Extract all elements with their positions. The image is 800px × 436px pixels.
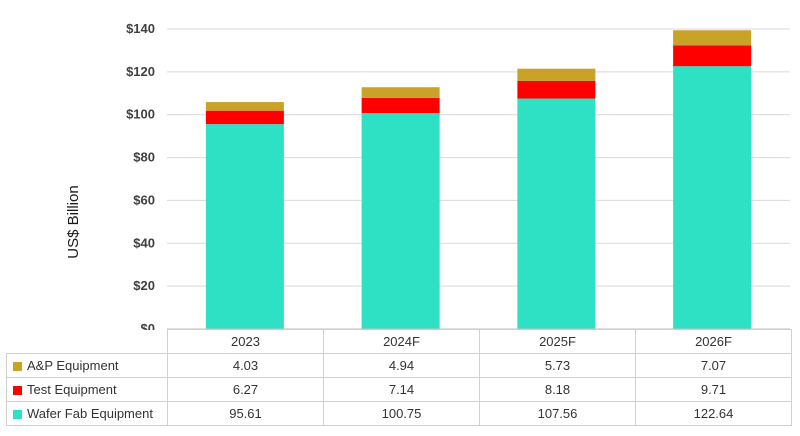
data-label: 107.56: [479, 401, 636, 426]
bar-segment: [673, 45, 752, 67]
data-label: 100.75: [323, 401, 480, 426]
category-label: 2023: [167, 329, 324, 354]
data-label: 122.64: [635, 401, 792, 426]
y-tick-label: $60: [133, 192, 155, 207]
bar-segment: [361, 113, 440, 329]
bar-segment: [205, 110, 284, 125]
series-name: Test Equipment: [27, 382, 117, 397]
bar-segment: [205, 124, 284, 329]
data-label: 8.18: [479, 377, 636, 402]
stacked-bar-chart: $0 $20 $40 $60 $80 $100 $120 $140 US$ Billion: [65, 21, 790, 330]
bar-segment: [517, 68, 596, 81]
bar-segment: [517, 80, 596, 99]
series-name: A&P Equipment: [27, 358, 119, 373]
data-table-row-ap: A&P Equipment 4.03 4.94 5.73 7.07: [6, 353, 792, 378]
legend-swatch-wafer-fab: [13, 410, 22, 420]
data-label: 6.27: [167, 377, 324, 402]
y-tick-label: $80: [133, 150, 155, 165]
data-label: 7.14: [323, 377, 480, 402]
data-label: 9.71: [635, 377, 792, 402]
y-tick-label: $20: [133, 278, 155, 293]
data-table-corner: [6, 329, 168, 354]
y-tick-label: $40: [133, 235, 155, 250]
y-tick-label: $140: [126, 21, 155, 36]
y-axis-label: US$ Billion: [65, 185, 82, 258]
data-label: 4.94: [323, 353, 480, 378]
legend-swatch-test: [13, 386, 22, 396]
bar-segment: [673, 66, 752, 329]
data-label: 7.07: [635, 353, 792, 378]
data-table-row-wafer-fab: Wafer Fab Equipment 95.61 100.75 107.56 …: [6, 401, 792, 426]
bar-segment: [517, 98, 596, 329]
legend-entry-test: Test Equipment: [6, 377, 168, 402]
legend-entry-wafer-fab: Wafer Fab Equipment: [6, 401, 168, 426]
bar-segment: [205, 102, 284, 111]
data-label: 95.61: [167, 401, 324, 426]
legend-swatch-ap: [13, 362, 22, 372]
data-label: 5.73: [479, 353, 636, 378]
bar-segment: [361, 87, 440, 98]
bar-segment: [361, 97, 440, 114]
data-label: 4.03: [167, 353, 324, 378]
bars: [205, 30, 752, 329]
category-label: 2025F: [479, 329, 636, 354]
y-tick-label: $0: [141, 321, 155, 330]
bar-segment: [673, 30, 752, 46]
data-table-row-test: Test Equipment 6.27 7.14 8.18 9.71: [6, 377, 792, 402]
data-table: 2023 2024F 2025F 2026F A&P Equipment 4.0…: [6, 329, 792, 426]
category-label: 2024F: [323, 329, 480, 354]
data-table-header-row: 2023 2024F 2025F 2026F: [6, 329, 792, 354]
legend-entry-ap: A&P Equipment: [6, 353, 168, 378]
y-axis-ticks: $0 $20 $40 $60 $80 $100 $120 $140: [126, 21, 155, 330]
category-label: 2026F: [635, 329, 792, 354]
y-tick-label: $100: [126, 107, 155, 122]
y-tick-label: $120: [126, 64, 155, 79]
series-name: Wafer Fab Equipment: [27, 406, 153, 421]
